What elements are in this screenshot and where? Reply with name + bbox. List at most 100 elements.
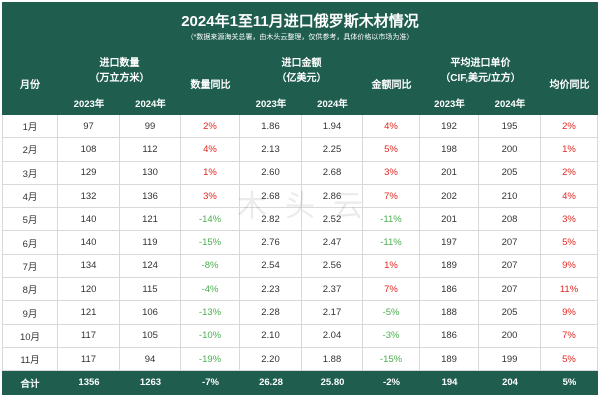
amount-2023-cell: 2.20 <box>240 347 302 372</box>
quantity-2024-cell: 106 <box>120 301 181 325</box>
quantity-yoy-cell: 4% <box>181 138 240 162</box>
price-2024-cell: 210 <box>479 184 541 209</box>
amount-2024-cell: 2.52 <box>302 208 363 232</box>
amount-2024-cell: 2.25 <box>302 138 363 162</box>
table-row: 11月 117 94 -19% 2.20 1.88 -15% 189 199 5% <box>2 347 598 372</box>
amount-2023-cell: 2.28 <box>240 301 302 325</box>
amount-2024-cell: 1.88 <box>302 347 363 372</box>
quantity-2024-cell: 94 <box>120 347 181 372</box>
quantity-2024-header: 2024年 <box>135 98 166 110</box>
table-row: 2月 108 112 4% 2.13 2.25 5% 198 200 1% <box>2 138 598 162</box>
month-header: 月份 <box>20 80 40 91</box>
price-group-title: 平均进口单价 <box>450 58 511 69</box>
amount-yoy-cell: -3% <box>363 324 420 348</box>
amount-yoy-cell: 1% <box>363 254 420 279</box>
total-quantity-yoy: -7% <box>202 377 219 389</box>
price-2023-cell: 201 <box>420 208 479 232</box>
price-yoy-cell: 9% <box>541 301 598 325</box>
amount-yoy-cell: -5% <box>363 301 420 325</box>
price-2023-cell: 201 <box>420 161 479 185</box>
amount-2023-cell: 2.23 <box>240 278 302 302</box>
amount-2024-header: 2024年 <box>317 98 348 110</box>
amount-group-title: 进口金额 <box>281 58 322 69</box>
total-amount-2024: 25.80 <box>320 377 345 389</box>
month-cell: 7月 <box>2 254 58 279</box>
quantity-yoy-cell: 1% <box>181 161 240 185</box>
amount-yoy-cell: 7% <box>363 278 420 302</box>
table-row: 5月 140 121 -14% 2.82 2.52 -11% 201 208 3% <box>2 208 598 232</box>
price-group-unit: （CIF,美元/立方） <box>440 73 521 84</box>
quantity-2024-cell: 119 <box>120 231 181 255</box>
price-2023-cell: 198 <box>420 138 479 162</box>
amount-yoy-cell: 5% <box>363 138 420 162</box>
table-row: 7月 134 124 -8% 2.54 2.56 1% 189 207 9% <box>2 254 598 279</box>
amount-yoy-cell: 3% <box>363 161 420 185</box>
data-table: 1月 97 99 2% 1.86 1.94 4% 192 195 2% 2月 108 112 4% 2.13… <box>2 115 598 395</box>
total-label: 合计 <box>20 378 40 390</box>
price-yoy-cell: 3% <box>541 208 598 232</box>
price-yoy-cell: 2% <box>541 161 598 185</box>
quantity-2023-cell: 134 <box>58 254 120 279</box>
table-row: 3月 129 130 1% 2.60 2.68 3% 201 205 2% <box>2 161 598 185</box>
quantity-yoy-cell: -4% <box>181 278 240 302</box>
price-yoy-cell: 5% <box>541 347 598 372</box>
table-row: 8月 120 115 -4% 2.23 2.37 7% 186 207 11% <box>2 278 598 302</box>
table-row: 6月 140 119 -15% 2.76 2.47 -11% 197 207 5% <box>2 231 598 255</box>
price-2024-cell: 200 <box>479 324 541 348</box>
amount-2023-cell: 2.54 <box>240 254 302 279</box>
quantity-2023-cell: 97 <box>58 115 120 139</box>
amount-2023-cell: 2.76 <box>240 231 302 255</box>
table-row: 10月 117 105 -10% 2.10 2.04 -3% 186 200 7% <box>2 324 598 348</box>
amount-2024-cell: 2.17 <box>302 301 363 325</box>
amount-yoy-cell: 4% <box>363 115 420 139</box>
amount-yoy-cell: 7% <box>363 184 420 209</box>
amount-yoy-cell: -15% <box>363 347 420 372</box>
price-2024-cell: 205 <box>479 161 541 185</box>
price-2023-cell: 186 <box>420 324 479 348</box>
price-yoy-cell: 11% <box>541 278 598 302</box>
amount-2023-cell: 2.13 <box>240 138 302 162</box>
month-cell: 8月 <box>2 278 58 302</box>
price-2024-cell: 207 <box>479 278 541 302</box>
price-2023-cell: 197 <box>420 231 479 255</box>
amount-2023-cell: 2.68 <box>240 184 302 209</box>
quantity-yoy-cell: -15% <box>181 231 240 255</box>
quantity-yoy-cell: -19% <box>181 347 240 372</box>
amount-2024-cell: 2.04 <box>302 324 363 348</box>
price-2024-header: 2024年 <box>494 98 526 110</box>
quantity-group-unit: （万立方米） <box>89 73 150 84</box>
page-title: 2024年1至11月进口俄罗斯木材情况 <box>181 13 419 30</box>
quantity-2023-cell: 120 <box>58 278 120 302</box>
amount-group-unit: （亿美元） <box>276 73 327 84</box>
amount-2023-header: 2023年 <box>255 98 287 110</box>
month-cell: 11月 <box>2 347 58 372</box>
price-yoy-cell: 4% <box>541 184 598 209</box>
quantity-2024-cell: 99 <box>120 115 181 139</box>
amount-yoy-cell: -11% <box>363 231 420 255</box>
price-group-header: 平均进口单价 （CIF,美元/立方） <box>420 52 541 90</box>
price-2024-cell: 208 <box>479 208 541 232</box>
month-cell: 9月 <box>2 301 58 325</box>
quantity-2024-cell: 105 <box>120 324 181 348</box>
price-2024-cell: 200 <box>479 138 541 162</box>
page-subtitle: （*数据来源海关总署，由木头云整理，仅供参考，具体价格以市场为准） <box>186 34 414 41</box>
amount-2024-cell: 2.86 <box>302 184 363 209</box>
quantity-yoy-header: 数量同比 <box>190 80 231 91</box>
total-price-2024: 204 <box>502 377 518 389</box>
total-amount-2023: 26.28 <box>259 377 283 389</box>
quantity-2023-cell: 117 <box>58 347 120 372</box>
quantity-yoy-cell: -8% <box>181 254 240 279</box>
amount-2023-cell: 1.86 <box>240 115 302 139</box>
month-cell: 10月 <box>2 324 58 348</box>
quantity-group-header: 进口数量 （万立方米） <box>58 52 181 90</box>
amount-2024-cell: 2.68 <box>302 161 363 185</box>
total-amount-yoy: -2% <box>383 377 400 389</box>
amount-group-header: 进口金额 （亿美元） <box>240 52 363 90</box>
total-quantity-2024: 1263 <box>139 377 162 389</box>
price-2023-cell: 186 <box>420 278 479 302</box>
month-cell: 6月 <box>2 231 58 255</box>
amount-2023-cell: 2.82 <box>240 208 302 232</box>
price-2024-cell: 207 <box>479 231 541 255</box>
quantity-2024-cell: 136 <box>120 184 181 209</box>
table-row: 1月 97 99 2% 1.86 1.94 4% 192 195 2% <box>2 115 598 139</box>
